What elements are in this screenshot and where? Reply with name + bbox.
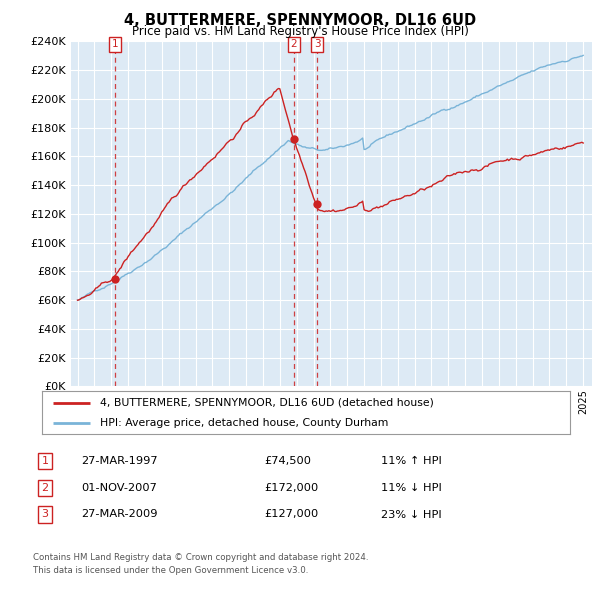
Text: 27-MAR-2009: 27-MAR-2009 xyxy=(81,510,157,519)
Text: 2: 2 xyxy=(41,483,49,493)
Text: HPI: Average price, detached house, County Durham: HPI: Average price, detached house, Coun… xyxy=(100,418,388,428)
Text: £172,000: £172,000 xyxy=(264,483,318,493)
Text: Contains HM Land Registry data © Crown copyright and database right 2024.: Contains HM Land Registry data © Crown c… xyxy=(33,553,368,562)
Text: 3: 3 xyxy=(41,510,49,519)
Text: 1: 1 xyxy=(41,457,49,466)
Text: 2: 2 xyxy=(290,39,297,49)
Text: 11% ↓ HPI: 11% ↓ HPI xyxy=(381,483,442,493)
Text: 4, BUTTERMERE, SPENNYMOOR, DL16 6UD: 4, BUTTERMERE, SPENNYMOOR, DL16 6UD xyxy=(124,13,476,28)
Text: 11% ↑ HPI: 11% ↑ HPI xyxy=(381,457,442,466)
Text: This data is licensed under the Open Government Licence v3.0.: This data is licensed under the Open Gov… xyxy=(33,566,308,575)
Text: 3: 3 xyxy=(314,39,320,49)
Text: £127,000: £127,000 xyxy=(264,510,318,519)
Text: 4, BUTTERMERE, SPENNYMOOR, DL16 6UD (detached house): 4, BUTTERMERE, SPENNYMOOR, DL16 6UD (det… xyxy=(100,398,434,408)
Text: £74,500: £74,500 xyxy=(264,457,311,466)
Text: 27-MAR-1997: 27-MAR-1997 xyxy=(81,457,158,466)
Text: 1: 1 xyxy=(112,39,118,49)
Text: 23% ↓ HPI: 23% ↓ HPI xyxy=(381,510,442,519)
Text: 01-NOV-2007: 01-NOV-2007 xyxy=(81,483,157,493)
Text: Price paid vs. HM Land Registry's House Price Index (HPI): Price paid vs. HM Land Registry's House … xyxy=(131,25,469,38)
